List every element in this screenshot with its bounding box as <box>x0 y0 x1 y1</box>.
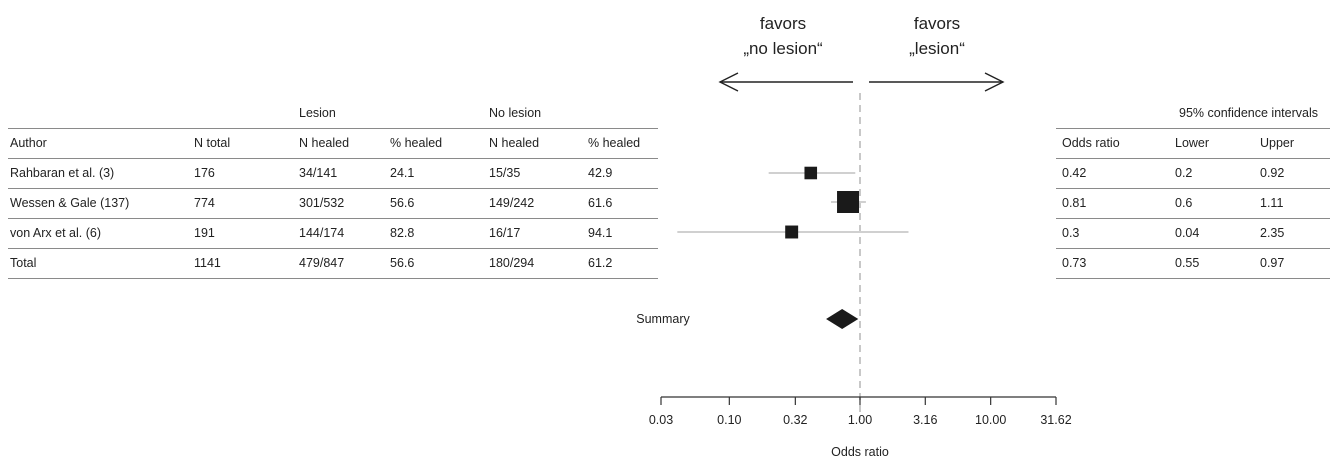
lower-cell: 0.04 <box>1175 226 1200 240</box>
divider <box>8 248 658 249</box>
x-axis: 0.03 0.10 0.32 1.00 3.16 10.00 31.62 <box>649 396 1072 427</box>
divider <box>1056 218 1330 219</box>
x-axis-label: Odds ratio <box>831 445 889 459</box>
divider <box>1056 128 1330 129</box>
table-row: Rahbaran et al. (3) 176 34/141 24.1 15/3… <box>8 158 658 188</box>
col-lesion-pct-healed: % healed <box>390 136 443 150</box>
column-header-row: Odds ratio Lower Upper <box>1056 128 1330 158</box>
n-total-cell: 1141 <box>194 256 221 270</box>
favors-right-line2: „lesion“ <box>909 39 965 58</box>
group-header-row: 95% confidence intervals <box>1056 98 1330 128</box>
x-tick-label: 0.10 <box>717 413 741 427</box>
col-odds-ratio: Odds ratio <box>1062 136 1120 150</box>
study-table: Lesion No lesion Author N total N healed… <box>8 98 658 279</box>
col-nolesion-pct-healed: % healed <box>588 136 641 150</box>
favors-right-line1: favors <box>914 14 960 33</box>
nolesion-n-healed-cell: 15/35 <box>489 166 521 180</box>
favors-left-line2: „no lesion“ <box>743 39 823 58</box>
divider <box>8 128 658 129</box>
upper-cell: 2.35 <box>1260 226 1285 240</box>
odds-ratio-cell: 0.73 <box>1062 256 1087 270</box>
lesion-n-healed-cell: 144/174 <box>299 226 345 240</box>
n-total-cell: 191 <box>194 226 215 240</box>
lower-cell: 0.55 <box>1175 256 1200 270</box>
col-nolesion-n-healed: N healed <box>489 136 540 150</box>
no-lesion-group-header: No lesion <box>489 106 542 120</box>
divider <box>8 218 658 219</box>
nolesion-pct-healed-cell: 42.9 <box>588 166 613 180</box>
odds-ratio-cell: 0.81 <box>1062 196 1087 210</box>
nolesion-pct-healed-cell: 94.1 <box>588 226 613 240</box>
lesion-n-healed-cell: 301/532 <box>299 196 345 210</box>
lower-cell: 0.2 <box>1175 166 1193 180</box>
divider <box>8 278 658 279</box>
study-marker <box>785 225 799 239</box>
nolesion-n-healed-cell: 16/17 <box>489 226 521 240</box>
author-cell: Total <box>10 256 37 270</box>
col-lesion-n-healed: N healed <box>299 136 350 150</box>
x-tick-label: 10.00 <box>975 413 1006 427</box>
table-row: 0.81 0.6 1.11 <box>1056 188 1330 218</box>
lower-cell: 0.6 <box>1175 196 1193 210</box>
divider <box>8 158 658 159</box>
author-cell: Rahbaran et al. (3) <box>10 166 115 180</box>
table-row: Wessen & Gale (137) 774 301/532 56.6 149… <box>8 188 658 218</box>
x-tick-label: 0.03 <box>649 413 673 427</box>
nolesion-pct-healed-cell: 61.6 <box>588 196 613 210</box>
favors-left-arrow <box>718 72 853 92</box>
upper-cell: 0.97 <box>1260 256 1285 270</box>
group-header-row: Lesion No lesion <box>8 98 658 128</box>
col-lower: Lower <box>1175 136 1210 150</box>
divider <box>1056 248 1330 249</box>
nolesion-pct-healed-cell: 61.2 <box>588 256 613 270</box>
x-tick-label: 3.16 <box>913 413 937 427</box>
ci-group-header: 95% confidence intervals <box>1179 106 1318 120</box>
upper-cell: 1.11 <box>1260 196 1284 210</box>
odds-ratio-cell: 0.42 <box>1062 166 1087 180</box>
column-header-row: Author N total N healed % healed N heale… <box>8 128 658 158</box>
summary-label: Summary <box>636 312 690 326</box>
study-marker <box>837 191 860 213</box>
lesion-n-healed-cell: 479/847 <box>299 256 345 270</box>
table-row: 0.3 0.04 2.35 <box>1056 218 1330 248</box>
divider <box>1056 278 1330 279</box>
author-cell: von Arx et al. (6) <box>10 226 102 240</box>
divider <box>1056 158 1330 159</box>
divider <box>1056 188 1330 189</box>
upper-cell: 0.92 <box>1260 166 1285 180</box>
lesion-pct-healed-cell: 56.6 <box>390 256 415 270</box>
ci-table: 95% confidence intervals Odds ratio Lowe… <box>1056 98 1330 279</box>
divider <box>8 188 658 189</box>
col-upper: Upper <box>1260 136 1295 150</box>
lesion-pct-healed-cell: 24.1 <box>390 166 415 180</box>
n-total-cell: 774 <box>194 196 215 210</box>
table-row: 0.42 0.2 0.92 <box>1056 158 1330 188</box>
n-total-cell: 176 <box>194 166 215 180</box>
lesion-n-healed-cell: 34/141 <box>299 166 338 180</box>
table-row: von Arx et al. (6) 191 144/174 82.8 16/1… <box>8 218 658 248</box>
study-marker <box>804 166 818 180</box>
x-tick-label: 0.32 <box>783 413 807 427</box>
summary-diamond <box>826 309 859 329</box>
col-n-total: N total <box>194 136 231 150</box>
lesion-group-header: Lesion <box>299 106 336 120</box>
nolesion-n-healed-cell: 180/294 <box>489 256 535 270</box>
lesion-pct-healed-cell: 82.8 <box>390 226 415 240</box>
author-cell: Wessen & Gale (137) <box>10 196 130 210</box>
favors-right-arrow <box>869 72 1005 92</box>
nolesion-n-healed-cell: 149/242 <box>489 196 535 210</box>
table-row-total: Total 1141 479/847 56.6 180/294 61.2 <box>8 248 658 278</box>
odds-ratio-cell: 0.3 <box>1062 226 1080 240</box>
x-tick-label: 1.00 <box>848 413 872 427</box>
x-tick-label: 31.62 <box>1040 413 1071 427</box>
table-row-total: 0.73 0.55 0.97 <box>1056 248 1330 278</box>
favors-left-line1: favors <box>760 14 806 33</box>
lesion-pct-healed-cell: 56.6 <box>390 196 415 210</box>
col-author: Author <box>10 136 47 150</box>
